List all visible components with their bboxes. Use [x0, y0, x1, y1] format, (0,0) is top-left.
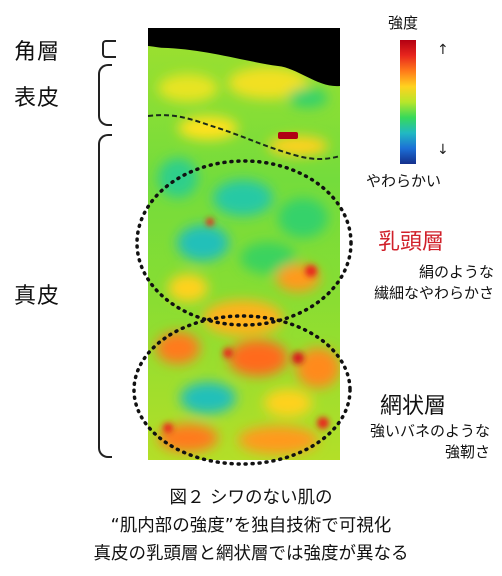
legend-bottom-label: やわらかい	[366, 172, 442, 190]
papillary-description: 絹のような 繊細なやわらかさ	[374, 262, 494, 304]
arrow-up-icon: ↑	[437, 42, 449, 58]
skin-strength-map	[148, 28, 340, 460]
papillary-title: 乳頭層	[378, 230, 445, 255]
arrow-down-icon: ↓	[437, 142, 449, 158]
reticular-desc-line1: 強いバネのような	[369, 422, 490, 440]
caption-line1: 図２ シワのない肌の	[169, 488, 333, 508]
strength-map-image	[148, 28, 340, 460]
reticular-desc-line2: 強靭さ	[444, 443, 490, 461]
legend-color-scale	[400, 40, 416, 164]
reticular-outline	[132, 314, 352, 466]
papillary-desc-line2: 繊細なやわらかさ	[373, 284, 494, 302]
label-epidermis: 表皮	[14, 86, 61, 111]
bracket-dermis	[98, 134, 112, 458]
reticular-title: 網状層	[380, 394, 447, 419]
papillary-outline	[135, 159, 353, 327]
papillary-desc-line1: 絹のような	[418, 263, 494, 281]
legend-title: 強度	[388, 14, 419, 32]
caption-line2: “肌内部の強度”を独自技術で可視化	[110, 516, 392, 536]
bracket-epidermis	[98, 64, 112, 126]
label-dermis: 真皮	[14, 284, 61, 309]
bracket-stratum-corneum	[102, 40, 116, 58]
label-stratum-corneum: 角層	[14, 40, 61, 65]
reticular-description: 強いバネのような 強靭さ	[370, 421, 490, 463]
caption-line3: 真皮の乳頭層と網状層では強度が異なる	[93, 544, 409, 564]
